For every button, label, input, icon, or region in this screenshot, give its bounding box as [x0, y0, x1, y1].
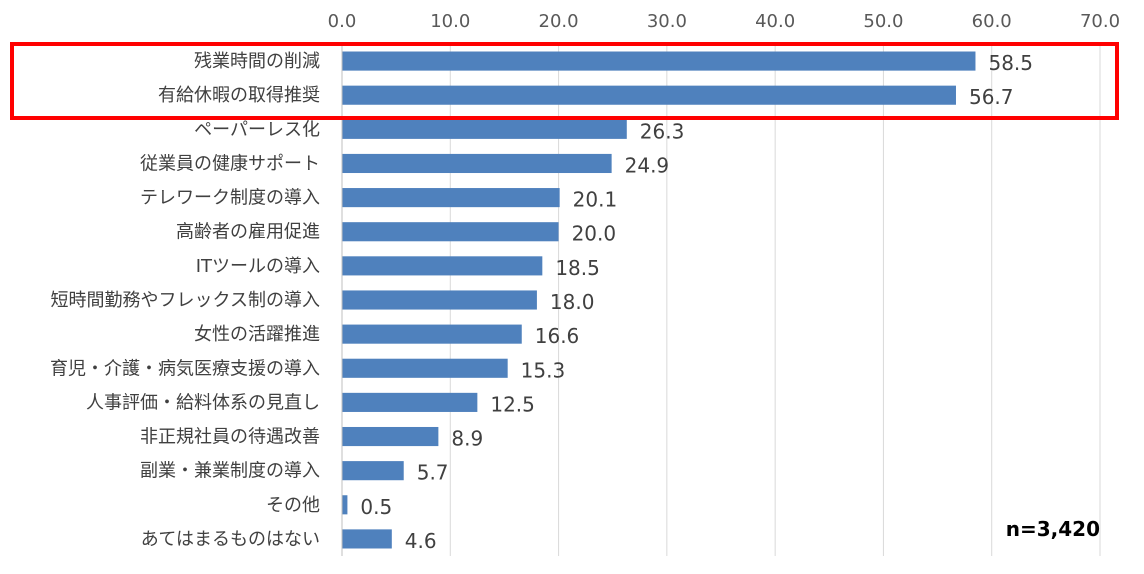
category-label: その他: [266, 495, 320, 516]
bar: [342, 324, 522, 344]
data-label: 58.5: [988, 51, 1033, 75]
category-label: 残業時間の削減: [194, 51, 320, 72]
data-labels: 58.5 56.7 26.3 24.9 20.1 20.0 18.5 18.0 16.6 15.3…: [360, 51, 1033, 553]
category-label: ITツールの導入: [196, 256, 320, 277]
x-tick-label: 10.0: [430, 11, 470, 32]
bar: [342, 426, 439, 447]
category-label: 女性の活躍推進: [194, 324, 320, 345]
data-label: 18.5: [555, 256, 600, 280]
bar: [342, 358, 508, 378]
bar: [342, 85, 956, 105]
x-tick-label: 40.0: [755, 11, 795, 32]
bar: [342, 222, 559, 242]
bar: [342, 529, 392, 549]
category-label: テレワーク制度の導入: [140, 188, 320, 209]
category-label: 非正規社員の待遇改善: [140, 427, 320, 448]
sample-size-label: n=3,420: [1006, 517, 1100, 541]
category-labels: 残業時間の削減有給休暇の取得推奨ペーパーレス化従業員の健康サポートテレワーク制度…: [50, 51, 320, 550]
data-label: 5.7: [417, 461, 449, 485]
category-label: 育児・介護・病気医療支援の導入: [50, 358, 320, 379]
category-label: 有給休暇の取得推奨: [158, 85, 320, 106]
bar: [342, 256, 543, 276]
category-label: 人事評価・給料体系の見直し: [86, 392, 320, 413]
bars: [342, 51, 976, 549]
category-label: 短時間勤務やフレックス制の導入: [51, 290, 320, 311]
data-label: 56.7: [969, 85, 1014, 109]
bar: [342, 119, 627, 139]
data-label: 26.3: [640, 119, 685, 143]
data-label: 12.5: [490, 392, 535, 416]
bar: [342, 153, 612, 174]
x-tick-label: 60.0: [972, 11, 1012, 32]
bar: [342, 392, 478, 412]
data-label: 0.5: [360, 495, 392, 519]
data-label: 20.0: [572, 222, 617, 246]
x-tick-label: 0.0: [328, 11, 357, 32]
category-label: あてはまるものはない: [141, 529, 320, 550]
category-label: 副業・兼業制度の導入: [140, 461, 320, 482]
data-label: 20.1: [573, 188, 618, 212]
data-label: 18.0: [550, 290, 595, 314]
bar: [342, 51, 976, 71]
x-axis-ticks: 0.0 10.0 20.0 30.0 40.0 50.0 60.0 70.0: [328, 11, 1120, 32]
data-label: 24.9: [625, 153, 670, 177]
category-label: ペーパーレス化: [194, 119, 320, 140]
x-tick-label: 50.0: [863, 11, 903, 32]
data-label: 8.9: [451, 427, 483, 451]
bar: [342, 290, 537, 310]
x-tick-label: 30.0: [647, 11, 687, 32]
data-label: 16.6: [535, 324, 580, 348]
category-label: 高齢者の雇用促進: [176, 222, 320, 243]
highlight-box: [10, 42, 1119, 120]
data-label: 4.6: [405, 529, 437, 553]
data-label: 15.3: [521, 358, 566, 382]
x-tick-label: 70.0: [1080, 11, 1120, 32]
bar: [342, 495, 348, 515]
bar: [342, 461, 404, 481]
category-label: 従業員の健康サポート: [140, 153, 320, 174]
bar: [342, 188, 560, 208]
x-tick-label: 20.0: [539, 11, 579, 32]
